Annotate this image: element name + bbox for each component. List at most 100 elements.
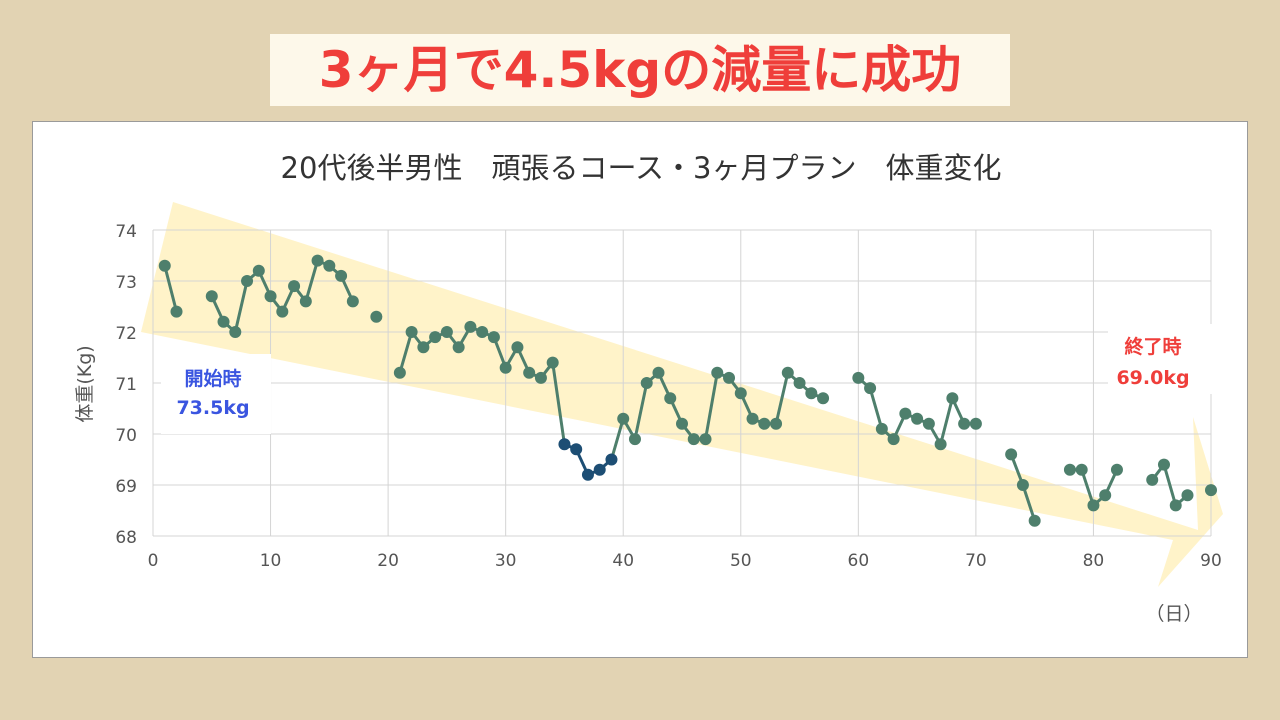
data-point [1028,514,1041,527]
x-tick-label: 50 [730,551,752,571]
weight-line-chart: 68 69 70 71 72 73 74 0 10 20 30 40 50 60 70 80 90 20代後半… [74,151,1223,625]
data-point [864,382,877,395]
data-point [793,377,806,389]
series-line-segment [609,417,625,461]
data-point [617,412,630,425]
y-axis-label: 体重(Kg) [74,345,96,422]
x-tick-labels: 0 10 20 30 40 50 60 70 80 90 [148,551,1222,571]
data-point [1005,448,1018,461]
x-tick-label: 0 [148,551,159,571]
x-tick-label: 90 [1200,551,1222,571]
series-line-segment [304,259,320,303]
data-point [158,259,171,272]
x-tick-label: 70 [965,551,987,571]
x-tick-label: 20 [377,551,399,571]
y-tick-label: 68 [115,528,137,548]
data-point [852,371,865,384]
series-line-segment [551,361,566,446]
data-point [758,417,771,430]
series-line-segment [1162,463,1178,507]
data-point [417,341,430,354]
data-point [323,259,336,272]
data-point [393,366,406,379]
chart-card: 68 69 70 71 72 73 74 0 10 20 30 40 50 60 70 80 90 20代後半… [32,121,1248,658]
data-point [628,433,641,446]
data-point [464,320,477,333]
series-line-segment [163,264,179,314]
data-point [1169,499,1182,512]
data-point [899,407,912,420]
series-line-segment [704,371,719,441]
data-point [1075,463,1088,476]
data-point [699,433,712,446]
data-point [676,417,688,430]
data-point [946,392,959,405]
data-point [241,275,254,287]
data-point [229,326,242,338]
data-point [1110,463,1123,476]
series-line-segment [633,381,649,441]
data-point [476,326,489,338]
data-point [546,356,559,369]
data-point [523,366,536,379]
series-line-segment [398,330,414,375]
y-tick-label: 71 [115,375,137,395]
series-line-segment [233,279,249,334]
data-point [817,392,830,405]
data-point [593,463,606,476]
data-point [1181,489,1194,502]
data-point [370,310,383,323]
series-line-segment [774,371,790,426]
y-tick-label: 69 [115,477,137,497]
data-point [746,412,759,425]
data-point [252,264,265,277]
y-tick-label: 70 [115,426,137,446]
y-tick-labels: 68 69 70 71 72 73 74 [115,222,137,548]
data-point [487,331,500,344]
data-point [711,366,724,379]
x-tick-label: 10 [260,551,282,571]
data-point [405,326,418,338]
data-point [170,305,183,318]
data-point [911,412,924,425]
series-line-segment [1080,468,1095,507]
end-annotation-label: 終了時 [1124,335,1181,358]
data-point [887,433,900,446]
start-annotation-value: 73.5kg [176,397,249,419]
y-tick-label: 73 [115,273,137,293]
data-point [875,422,888,435]
end-annotation-value: 69.0kg [1116,367,1189,389]
data-point [1016,479,1029,491]
data-point [770,417,783,430]
data-point [664,392,677,405]
data-point [958,417,971,430]
end-annotation-box [1108,324,1218,394]
data-point [452,341,465,354]
data-point [781,366,794,379]
x-tick-label: 30 [495,551,517,571]
x-tick-label: 40 [612,551,634,571]
data-point [335,269,348,282]
data-point [205,290,218,303]
data-point [1099,489,1112,502]
data-point [969,417,982,430]
y-tick-label: 74 [115,222,137,242]
headline-background [270,34,1010,106]
series-line-segment [1021,483,1037,523]
data-point [440,326,453,338]
x-axis-label: （日） [1145,603,1202,625]
data-point [652,366,665,379]
data-point [558,438,571,451]
weight-series [158,254,1217,527]
data-point [1087,499,1100,512]
headline: 3ヶ月で4.5kgの減量に成功 [318,41,962,99]
start-annotation-box [161,354,271,434]
data-point [734,387,747,400]
data-point [1063,463,1076,476]
data-point [276,305,289,318]
data-point [922,417,935,430]
data-point [934,438,947,451]
grid [152,229,1212,537]
data-point [311,254,324,267]
series-line-segment [868,386,884,431]
